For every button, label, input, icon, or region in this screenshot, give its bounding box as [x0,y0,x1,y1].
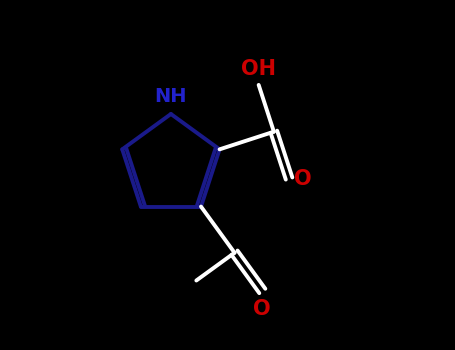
Text: O: O [253,299,271,319]
Text: NH: NH [155,87,187,106]
Text: OH: OH [241,59,276,79]
Text: O: O [294,168,312,189]
